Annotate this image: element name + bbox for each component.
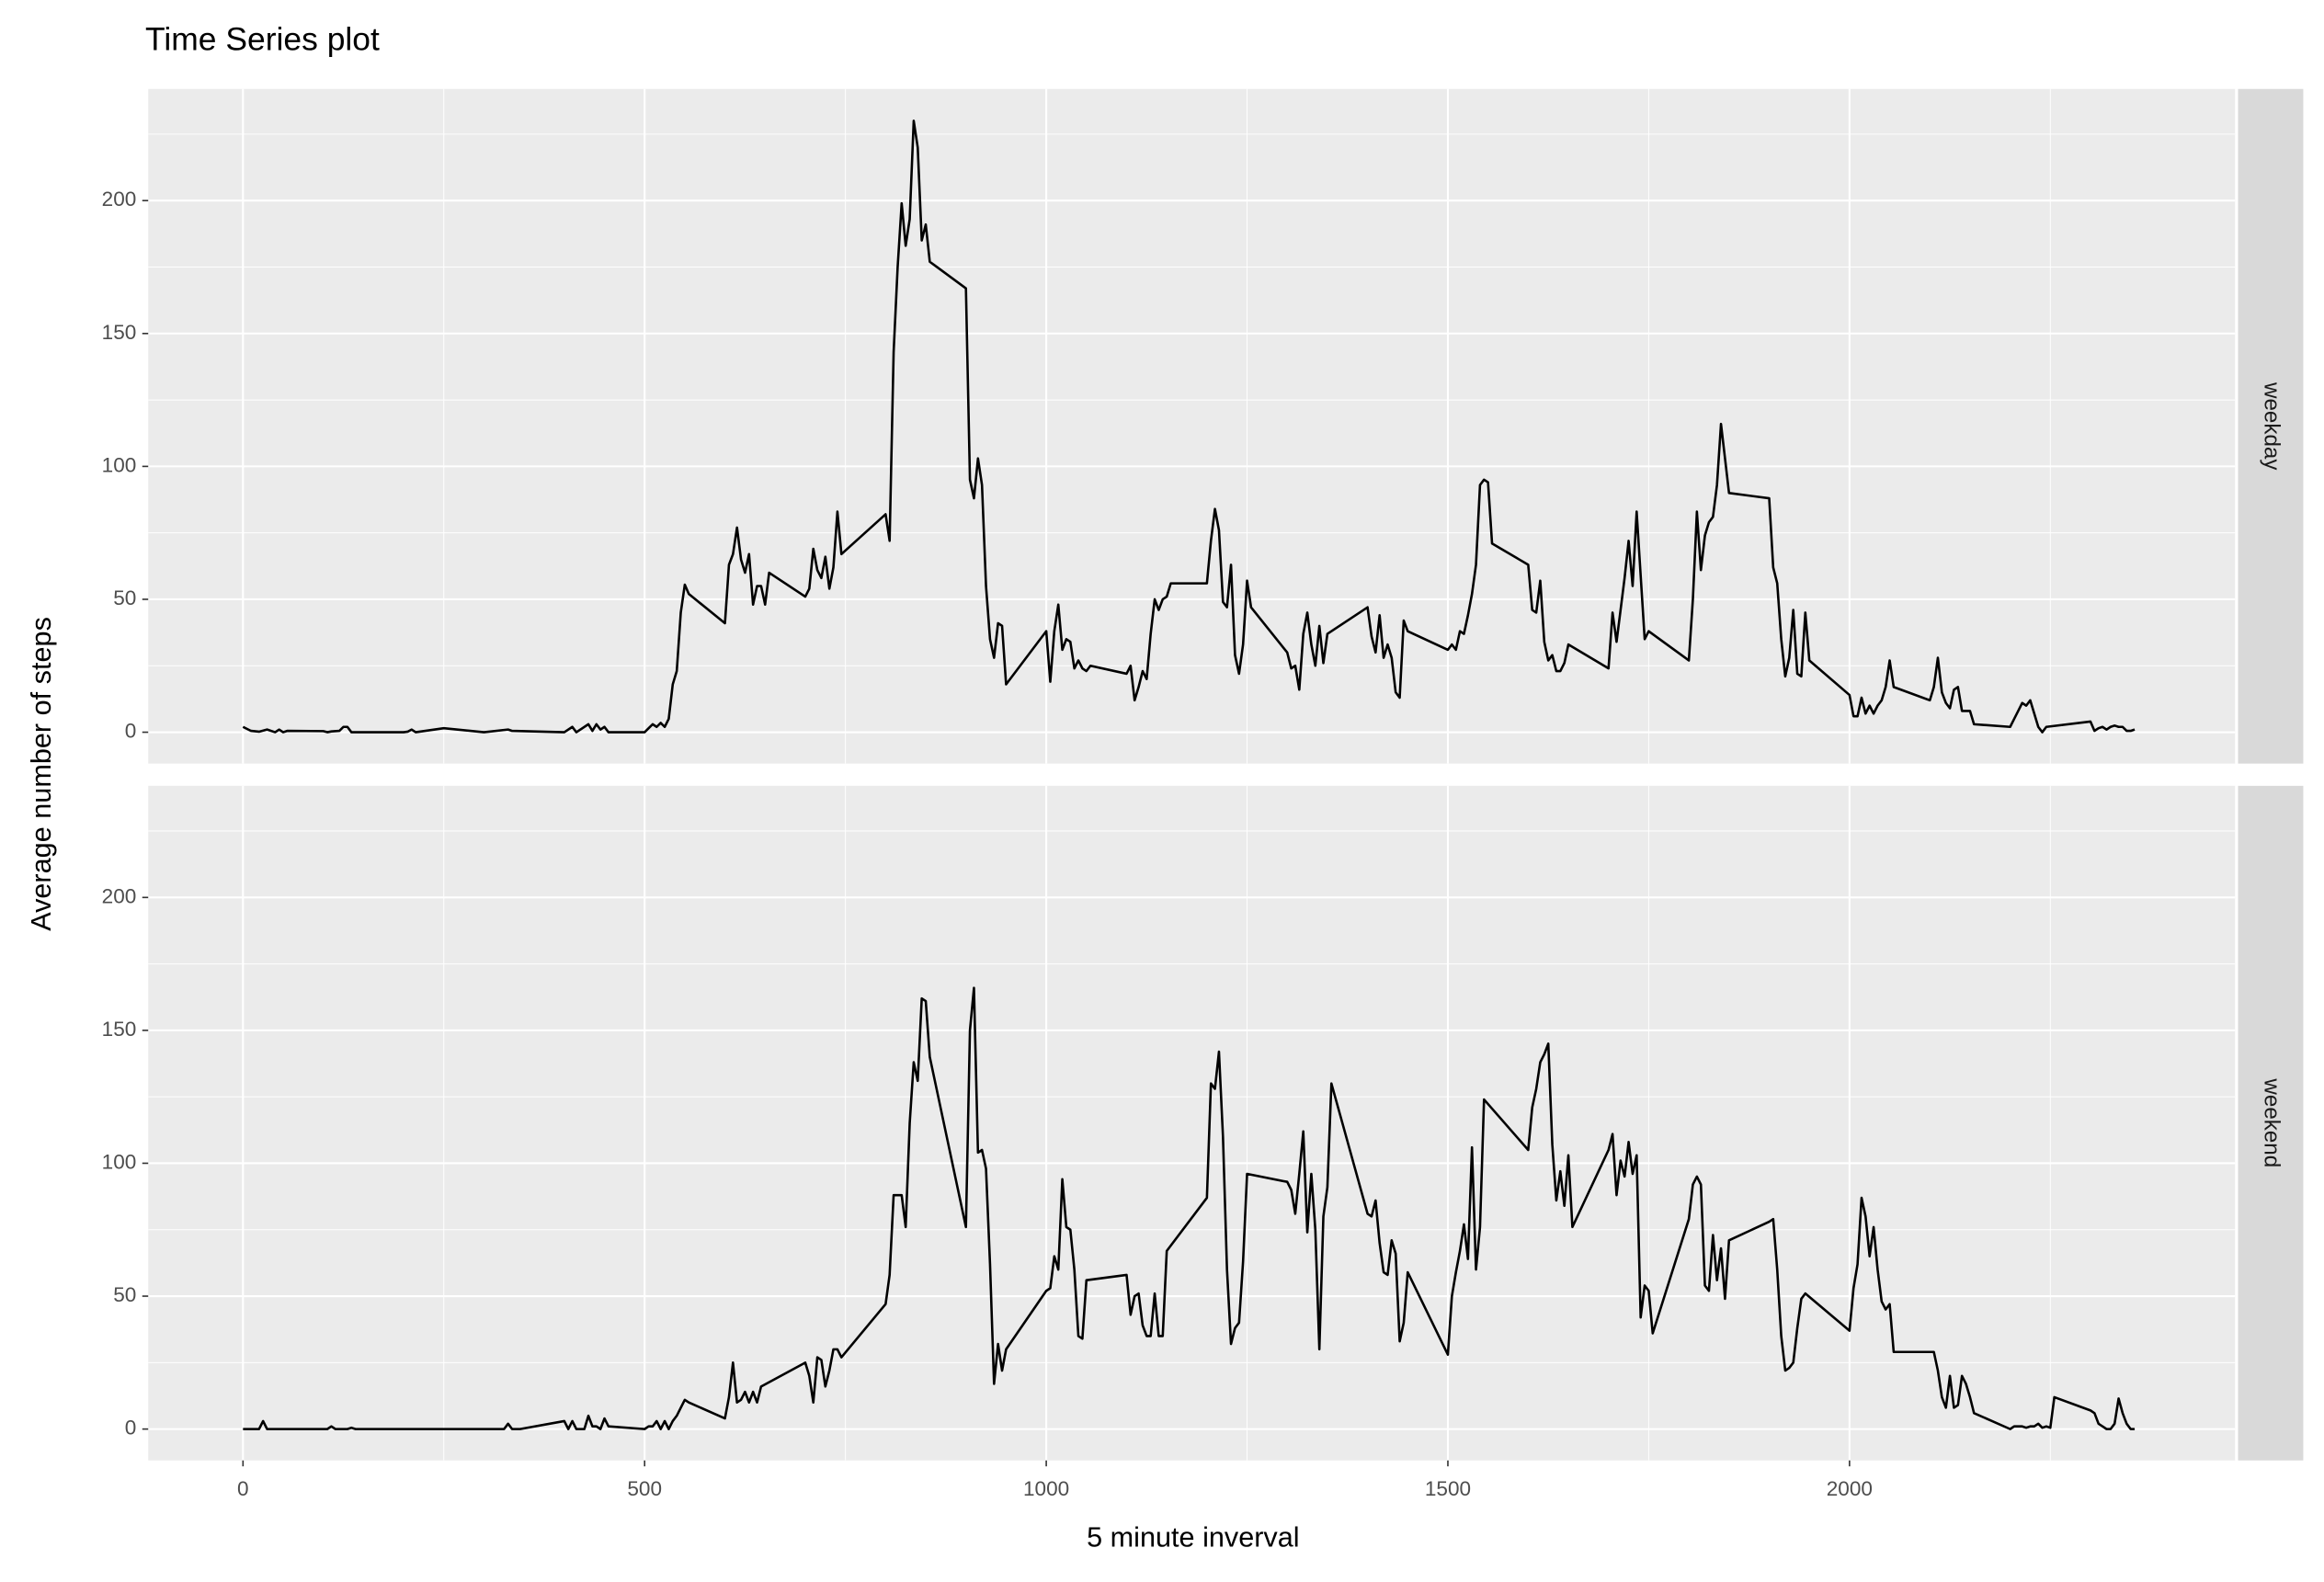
y-tick-label: 50 bbox=[113, 1283, 136, 1306]
x-tick-label: 1500 bbox=[1425, 1477, 1471, 1500]
x-axis-title: 5 minute inverval bbox=[1087, 1521, 1299, 1553]
facet-label: weekday bbox=[2260, 381, 2284, 471]
facet-strip bbox=[2238, 785, 2304, 1461]
panel-background bbox=[148, 88, 2236, 764]
y-axis-title: Average number of steps bbox=[26, 617, 57, 931]
facet-strip bbox=[2238, 88, 2304, 764]
y-tick-label: 50 bbox=[113, 586, 136, 609]
y-tick-label: 100 bbox=[102, 1150, 137, 1173]
data-line bbox=[243, 986, 2136, 1430]
y-tick-label: 150 bbox=[102, 321, 137, 344]
y-tick-label: 200 bbox=[102, 188, 137, 211]
facet-label: weekend bbox=[2260, 1077, 2284, 1167]
x-tick-label: 2000 bbox=[1827, 1477, 1873, 1500]
y-tick-label: 0 bbox=[125, 720, 137, 743]
y-tick-label: 150 bbox=[102, 1018, 137, 1041]
data-line bbox=[242, 120, 2136, 734]
x-tick-label: 0 bbox=[237, 1477, 249, 1500]
chart-title: Time Series plot bbox=[145, 21, 380, 58]
y-tick-label: 0 bbox=[125, 1417, 137, 1440]
y-tick-label: 200 bbox=[102, 884, 137, 907]
x-tick-label: 500 bbox=[627, 1477, 662, 1500]
y-tick-label: 100 bbox=[102, 453, 137, 476]
panel-background bbox=[148, 785, 2236, 1461]
x-tick-label: 1000 bbox=[1023, 1477, 1069, 1500]
